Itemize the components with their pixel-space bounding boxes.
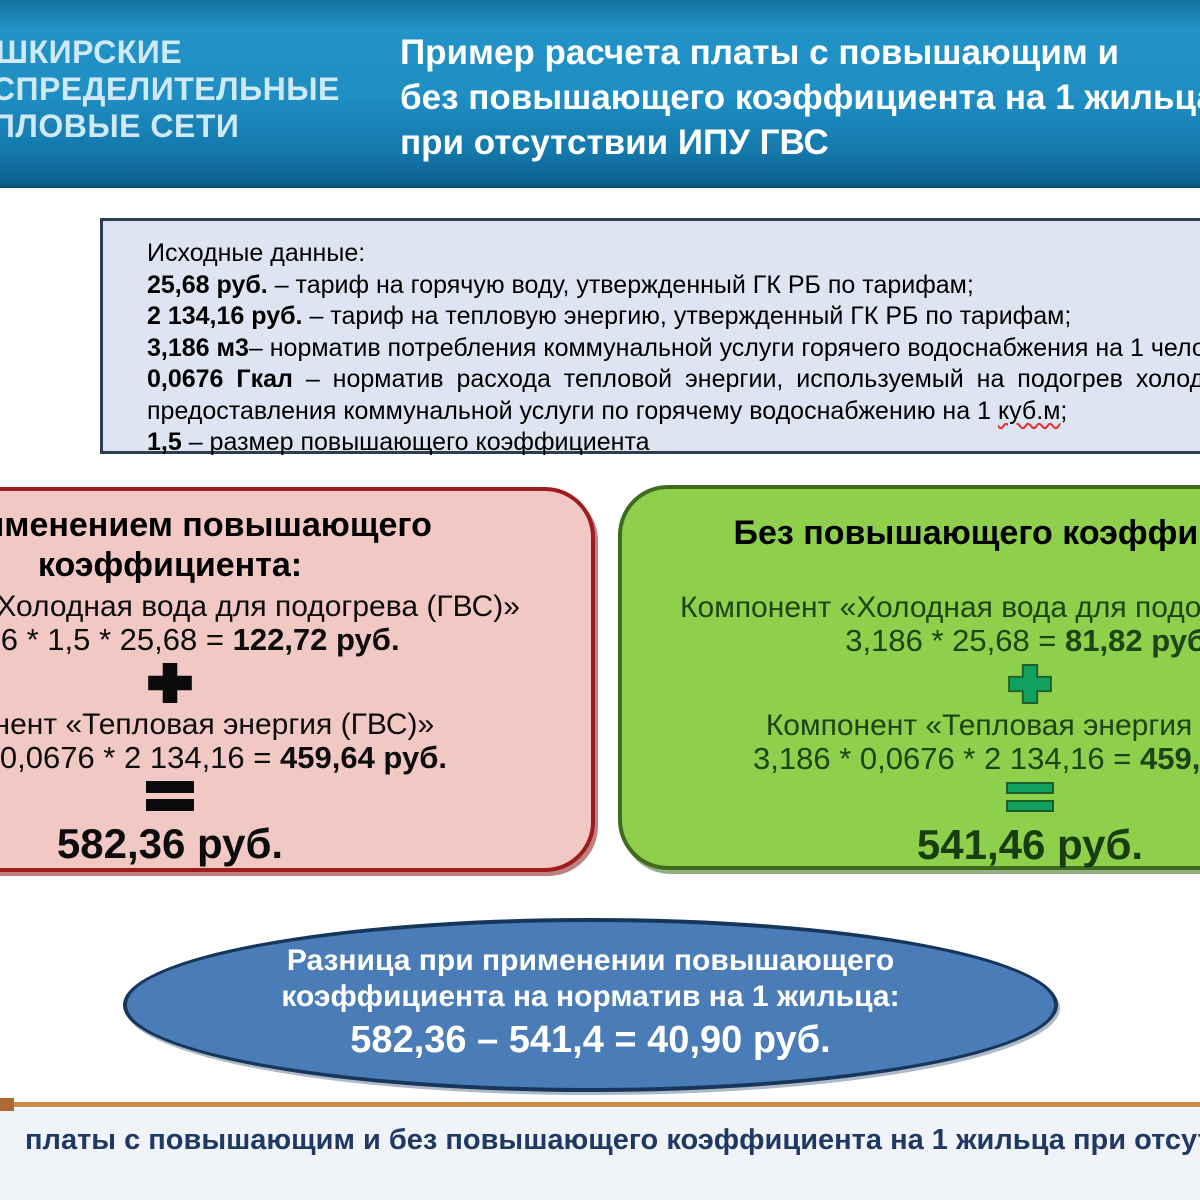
footer-divider-line (0, 1102, 1200, 1107)
with-coefficient-total: 582,36 руб. (56, 820, 284, 867)
component-heat-energy: Компонент «Тепловая энергия (ГВС)» (0, 708, 435, 741)
difference-bubble: Разница при применении повышающего коэфф… (123, 918, 1058, 1092)
logo-line-1: БАШКИРСКИЕ (0, 34, 183, 70)
formula-cold-water: 3,186 * 1,5 * 25,68 = 122,72 руб. (0, 622, 400, 657)
initial-data-line: 25,68 руб. – тариф на горячую воду, утве… (147, 270, 974, 299)
initial-data-line: 3,186 м3– норматив потребления коммуналь… (147, 333, 1200, 362)
plus-icon (1008, 664, 1052, 704)
initial-data-box: Исходные данные: 25,68 руб. – тариф на г… (100, 218, 1200, 456)
formula-heat-energy: 3,186 * 0,0676 * 2 134,16 = 459,64 руб. (0, 740, 447, 775)
footer-caption: платы с повышающим и без повышающего коэ… (25, 1124, 1200, 1156)
without-coefficient-heading: Без повышающего коэффициента: (733, 514, 1200, 552)
initial-data-heading: Исходные данные: (147, 239, 366, 267)
equals-icon (146, 781, 194, 811)
footer-accent-cap (0, 1098, 14, 1111)
logo-line-2: РАСПРЕДЕЛИТЕЛЬНЫЕ (0, 71, 340, 107)
equals-icon (1006, 782, 1054, 812)
difference-line-2: коэффициента на норматив на 1 жильца: (281, 980, 900, 1013)
with-coefficient-heading: С применением повышающего коэффициента: (0, 506, 432, 584)
with-coefficient-box: С применением повышающего коэффициента: … (0, 487, 595, 872)
slide-title: Пример расчета платы с повышающим и без … (400, 30, 1200, 165)
slide-title-line-2: без повышающего коэффициента на 1 жильца (400, 78, 1200, 117)
plus-icon (148, 663, 192, 703)
logo-line-3: ТЕПЛОВЫЕ СЕТИ (0, 108, 240, 144)
difference-line-1: Разница при применении повышающего (286, 944, 895, 977)
company-logo-text: БАШКИРСКИЕ РАСПРЕДЕЛИТЕЛЬНЫЕ ТЕПЛОВЫЕ СЕ… (0, 34, 340, 145)
footer-band (0, 1108, 1200, 1200)
component-cold-water: Компонент «Холодная вода для подогрева (… (680, 591, 1200, 624)
initial-data-line: 2 134,16 руб. – тариф на тепловую энерги… (147, 302, 1072, 330)
component-cold-water: Компонент «Холодная вода для подогрева (… (0, 590, 520, 623)
formula-cold-water: 3,186 * 25,68 = 81,82 руб. (845, 623, 1200, 658)
header-banner: БАШКИРСКИЕ РАСПРЕДЕЛИТЕЛЬНЫЕ ТЕПЛОВЫЕ СЕ… (0, 0, 1200, 188)
without-coefficient-box: Без повышающего коэффициента: Компонент … (618, 485, 1200, 870)
component-heat-energy: Компонент «Тепловая энергия (ГВС)» (765, 709, 1200, 742)
formula-heat-energy: 3,186 * 0,0676 * 2 134,16 = 459,64 руб. (753, 741, 1200, 776)
initial-data-line: 1,5 – размер повышающего коэффициента (147, 428, 650, 456)
without-coefficient-total: 541,46 руб. (916, 821, 1144, 868)
slide-title-line-3: при отсутствии ИПУ ГВС (400, 123, 829, 162)
initial-data-line: 0,0676 Гкал – норматив расхода тепловой … (147, 365, 1200, 393)
initial-data-line: предоставления коммунальной услуги по го… (147, 396, 1068, 425)
difference-formula: 582,36 – 541,4 = 40,90 руб. (350, 1019, 831, 1061)
slide-title-line-1: Пример расчета платы с повышающим и (400, 33, 1119, 72)
spellcheck-underline: куб.м (997, 396, 1061, 425)
